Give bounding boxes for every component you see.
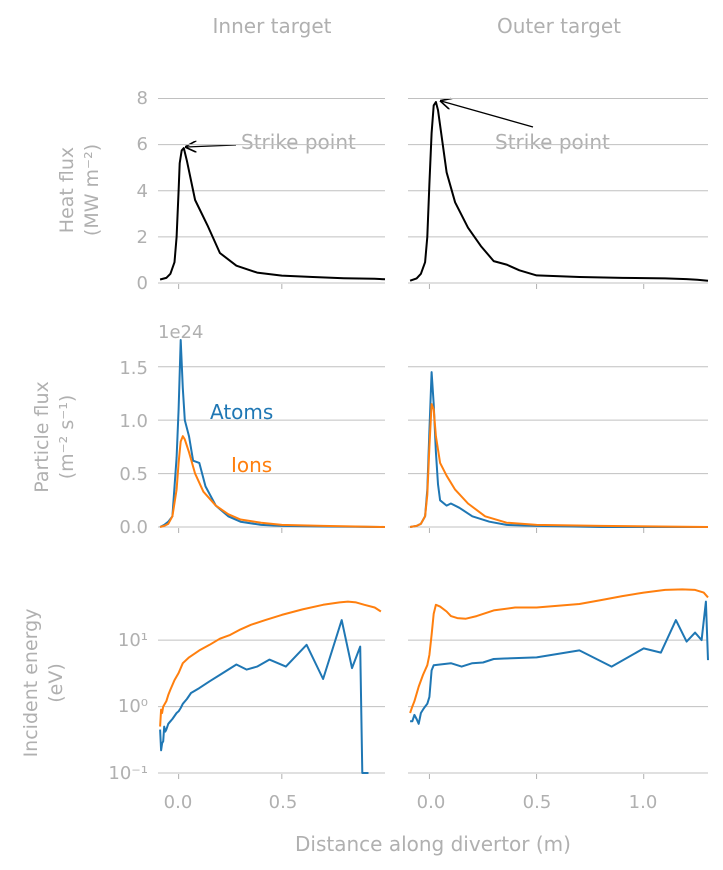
ytick-heat-4: 4 (137, 181, 148, 202)
xtick-outer-10: 1.0 (629, 792, 658, 813)
col-title-outer: Outer target (497, 14, 621, 38)
ylabel-particle-line1: Particle flux (31, 381, 53, 493)
ytick-energy-10: 10¹ (118, 630, 148, 651)
panel-particle-inner (158, 339, 386, 533)
yticks-energy: 10⁻¹ 10⁰ 10¹ (108, 630, 148, 784)
yticks-particle: 0.0 0.5 1.0 1.5 1e24 (119, 322, 203, 538)
ylabel-energy-line2: (eV) (45, 663, 67, 703)
ylabel-particle: Particle flux (m⁻² s⁻¹) (31, 381, 78, 493)
ytick-heat-2: 2 (137, 227, 148, 248)
ytick-energy-1: 10⁰ (118, 696, 148, 717)
ytick-heat-8: 8 (137, 88, 148, 109)
series-ions-particle-outer (409, 403, 709, 528)
panel-particle-outer (408, 366, 709, 533)
ytick-particle-0: 0.0 (119, 517, 148, 538)
panel-heat-outer (408, 98, 709, 289)
ytick-energy-01: 10⁻¹ (108, 763, 148, 784)
xtick-inner-05: 0.5 (269, 792, 298, 813)
panel-heat-inner (158, 98, 386, 289)
ylabel-heat-line1: Heat flux (56, 147, 78, 233)
series-atoms-energy-inner (159, 619, 369, 774)
legend-ions: Ions (231, 453, 272, 477)
strike-arrow-outer (441, 101, 534, 128)
series-ions-energy-inner (159, 600, 382, 727)
series-ions-energy-outer (409, 588, 709, 714)
strike-label-outer: Strike point (495, 130, 610, 154)
plot-layer (158, 98, 709, 779)
xticks-inner: 0.0 0.5 (164, 792, 298, 813)
ylabel-heat: Heat flux (MW m⁻²) (56, 144, 103, 236)
strike-label-inner: Strike point (241, 130, 356, 154)
series-heat-flux-heat-outer (409, 101, 709, 282)
ylabel-particle-line2: (m⁻² s⁻¹) (56, 395, 78, 480)
strike-arrow-inner (186, 145, 237, 147)
ylabel-energy-line1: Incident energy (20, 609, 42, 758)
series-atoms-particle-outer (409, 371, 708, 528)
col-title-inner: Inner target (213, 14, 332, 38)
series-atoms-energy-outer (410, 600, 709, 725)
ytick-heat-6: 6 (137, 134, 148, 155)
xlabel: Distance along divertor (m) (295, 832, 571, 856)
ylabel-heat-line2: (MW m⁻²) (81, 144, 103, 236)
series-atoms-particle-inner (159, 339, 386, 528)
series-heat-flux-heat-inner (159, 147, 386, 281)
panel-energy-outer (408, 588, 709, 779)
ytick-heat-0: 0 (137, 273, 148, 294)
xtick-outer-05: 0.5 (523, 792, 552, 813)
panel-energy-inner (158, 600, 385, 779)
strike-annotation-inner: Strike point (186, 130, 356, 154)
ylabel-energy: Incident energy (eV) (20, 609, 67, 758)
ytick-particle-05: 0.5 (119, 464, 148, 485)
series-ions-particle-inner (159, 435, 386, 528)
xtick-inner-0: 0.0 (164, 792, 193, 813)
ytick-particle-10: 1.0 (119, 411, 148, 432)
strike-annotation-outer: Strike point (441, 101, 610, 154)
offset-label: 1e24 (158, 322, 203, 343)
xticks-outer: 0.0 0.5 1.0 (417, 792, 658, 813)
ytick-particle-15: 1.5 (119, 358, 148, 379)
yticks-heat: 0 2 4 6 8 (137, 88, 148, 294)
xtick-outer-0: 0.0 (417, 792, 446, 813)
